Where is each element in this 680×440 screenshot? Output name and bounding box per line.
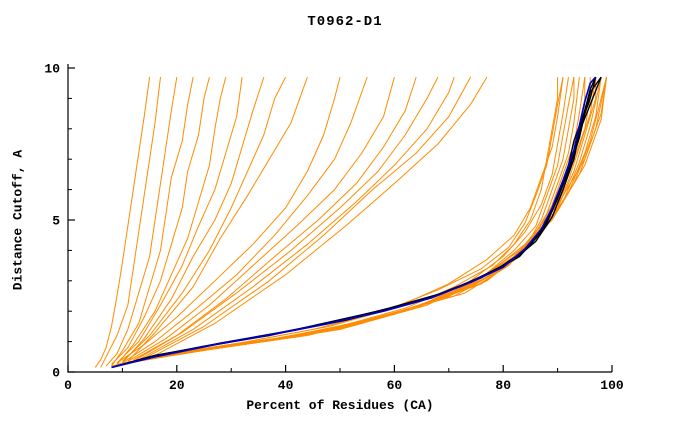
svg-text:20: 20	[169, 378, 185, 393]
svg-text:80: 80	[495, 378, 511, 393]
svg-text:100: 100	[600, 378, 624, 393]
svg-text:5: 5	[52, 214, 60, 229]
svg-text:10: 10	[44, 62, 60, 77]
svg-text:40: 40	[278, 378, 294, 393]
svg-text:0: 0	[52, 366, 60, 381]
x-axis-title: Percent of Residues (CA)	[246, 398, 434, 413]
svg-text:0: 0	[64, 378, 72, 393]
chart-title: T0962-D1	[307, 14, 383, 30]
svg-text:60: 60	[387, 378, 403, 393]
